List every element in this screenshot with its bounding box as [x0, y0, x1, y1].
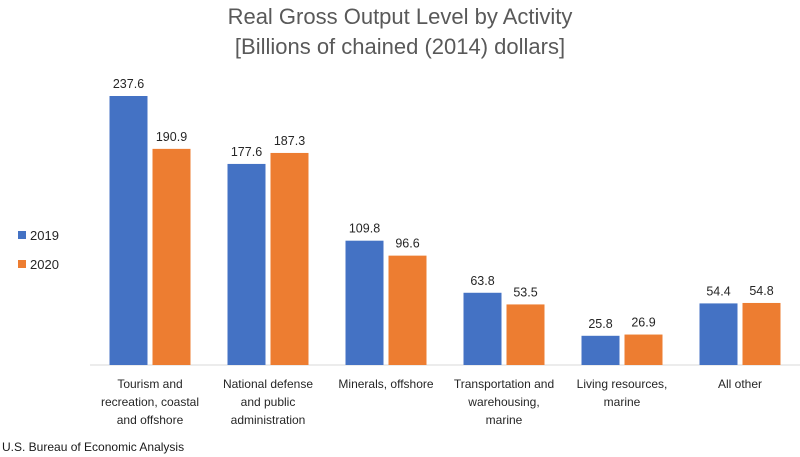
category-label-4: Living resources,: [577, 377, 668, 391]
category-label-3: marine: [486, 413, 523, 427]
data-label-2020-5: 54.8: [749, 284, 773, 298]
category-label-4: marine: [604, 395, 641, 409]
chart-title: Real Gross Output Level by Activity [Bill…: [228, 4, 573, 59]
data-label-2019-5: 54.4: [706, 284, 730, 298]
data-label-2020-2: 96.6: [395, 237, 419, 251]
bar-2020-1: [270, 152, 309, 365]
category-label-2: Minerals, offshore: [338, 377, 433, 391]
bar-2019-2: [345, 240, 384, 365]
category-label-1: National defense: [223, 377, 313, 391]
data-label-2020-1: 187.3: [274, 134, 305, 148]
data-label-2019-1: 177.6: [231, 145, 262, 159]
bar-2020-4: [624, 334, 663, 365]
legend-label-2020: 2020: [30, 257, 59, 272]
data-label-2020-0: 190.9: [156, 130, 187, 144]
category-label-0: and offshore: [117, 413, 184, 427]
category-label-3: Transportation and: [454, 377, 554, 391]
category-label-3: warehousing,: [467, 395, 539, 409]
category-labels: Tourism and recreation, coastal and offsho…: [101, 377, 762, 427]
bar-2020-0: [152, 148, 191, 365]
category-label-1: administration: [231, 413, 306, 427]
chart-title-line: [Billions of chained (2014) dollars]: [235, 34, 565, 59]
bar-2020-5: [742, 302, 781, 365]
category-label-5: All other: [718, 377, 762, 391]
bar-2019-1: [227, 163, 266, 365]
data-label-2019-4: 25.8: [588, 317, 612, 331]
source-note: U.S. Bureau of Economic Analysis: [2, 440, 185, 454]
category-label-0: recreation, coastal: [101, 395, 199, 409]
bar-2020-2: [388, 255, 427, 365]
legend-swatch-2020: [18, 260, 26, 268]
legend-label-2019: 2019: [30, 228, 59, 243]
legend-swatch-2019: [18, 231, 26, 239]
bars: [109, 96, 781, 365]
category-label-1: and public: [241, 395, 296, 409]
data-label-2019-0: 237.6: [113, 77, 144, 91]
bar-2019-5: [699, 303, 738, 365]
data-label-2020-4: 26.9: [631, 316, 655, 330]
data-labels: 237.6 190.9 177.6 187.3 109.8 96.6 63.8 53.5 25.…: [113, 77, 774, 331]
bar-2019-4: [581, 335, 620, 365]
data-label-2019-3: 63.8: [470, 274, 494, 288]
category-label-0: Tourism and: [117, 377, 182, 391]
chart-title-line: Real Gross Output Level by Activity: [228, 4, 573, 29]
bar-2019-3: [463, 292, 502, 365]
bar-2019-0: [109, 96, 148, 365]
legend: 2019 2020: [18, 228, 59, 272]
bar-2020-3: [506, 304, 545, 365]
data-label-2019-2: 109.8: [349, 222, 380, 236]
data-label-2020-3: 53.5: [513, 285, 537, 299]
